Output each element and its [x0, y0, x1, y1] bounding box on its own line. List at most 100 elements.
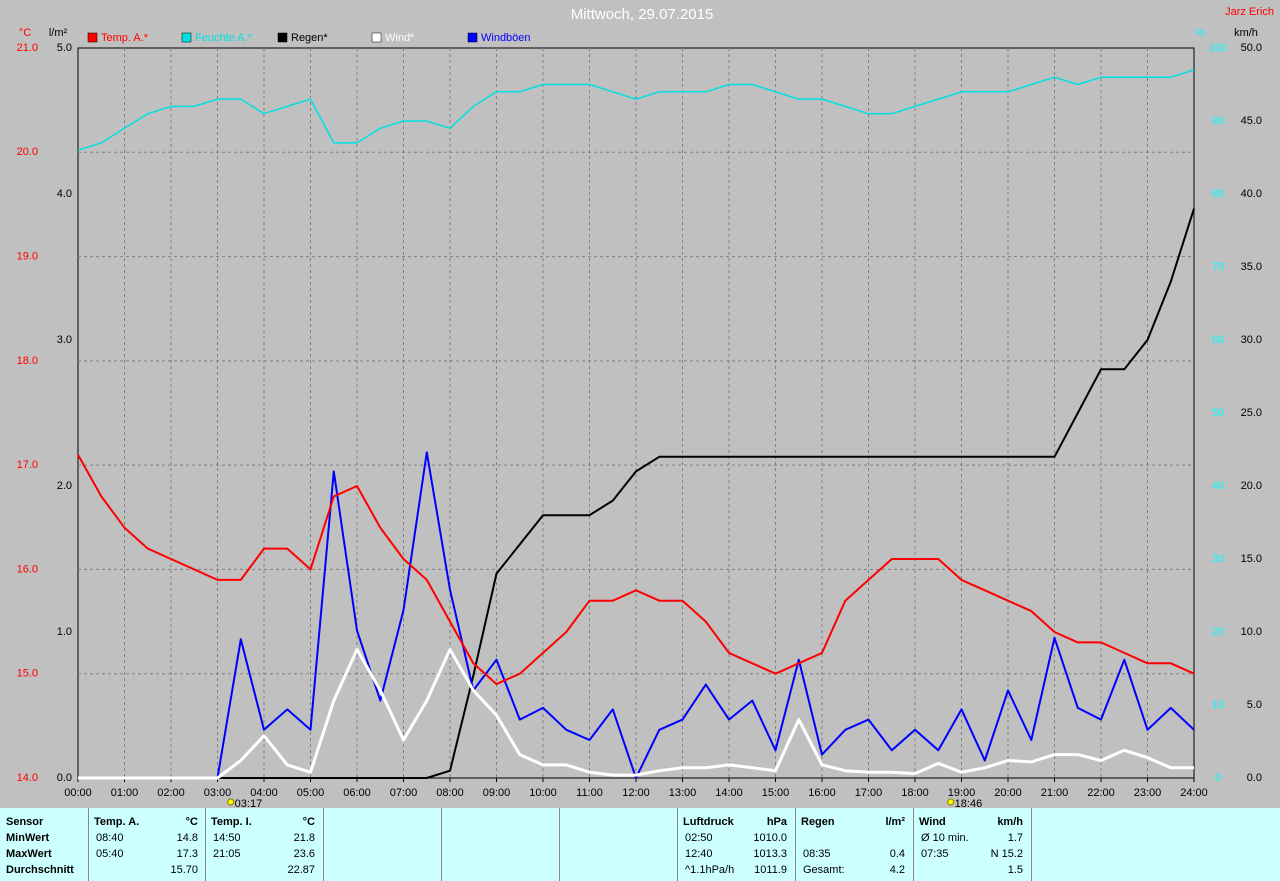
x-tick-label: 12:00 — [622, 787, 650, 799]
stat-value: N 15.2 — [990, 848, 1023, 860]
stat-time: Gesamt: — [803, 864, 845, 876]
y-tick-label: 90 — [1212, 115, 1224, 127]
column-unit: °C — [302, 816, 315, 828]
legend-label: Feuchte A.* — [195, 32, 253, 44]
sun-marker — [227, 798, 235, 806]
stat-value: 17.3 — [176, 848, 198, 860]
stat-value: 23.6 — [293, 848, 315, 860]
stat-value: 15.70 — [170, 864, 198, 876]
sun-marker — [947, 798, 955, 806]
y-tick-label: 5.0 — [57, 42, 72, 54]
series-line — [77, 69, 1195, 151]
y-tick-label: 20 — [1212, 626, 1224, 638]
x-tick-label: 05:00 — [297, 787, 325, 799]
column-divider — [0, 808, 560, 881]
y-tick-label: 14.0 — [17, 772, 38, 784]
x-tick-label: 14:00 — [715, 787, 743, 799]
column-divider — [0, 808, 678, 881]
sun-marker-label: 18:46 — [955, 798, 983, 808]
y-tick-label: 3.0 — [57, 334, 72, 346]
x-tick-label: 03:00 — [204, 787, 232, 799]
x-tick-label: 08:00 — [436, 787, 464, 799]
column-divider — [0, 808, 914, 881]
column-unit: l/m² — [885, 816, 905, 828]
y-tick-label: 20.0 — [17, 146, 38, 158]
y-tick-label: 30.0 — [1241, 334, 1262, 346]
legend-label: Wind* — [385, 32, 415, 44]
y-tick-label: 25.0 — [1241, 407, 1262, 419]
stat-time: 07:35 — [921, 848, 949, 860]
x-tick-label: 06:00 — [343, 787, 371, 799]
column-header: Temp. A. — [94, 816, 140, 828]
x-tick-label: 24:00 — [1180, 787, 1208, 799]
y-tick-label: 100 — [1209, 42, 1227, 54]
table-header: Sensor — [6, 816, 44, 828]
series-line — [78, 208, 1195, 779]
column-divider — [0, 808, 324, 881]
y-tick-label: 19.0 — [17, 250, 38, 262]
row-label: MinWert — [6, 832, 50, 844]
x-tick-label: 17:00 — [855, 787, 883, 799]
stat-time: ^1.1hPa/h — [685, 864, 735, 876]
x-tick-label: 00:00 — [64, 787, 92, 799]
legend-swatch — [277, 32, 288, 43]
y-tick-label: 1.0 — [57, 626, 72, 638]
column-divider — [0, 808, 442, 881]
stat-value: 1013.3 — [753, 848, 787, 860]
x-tick-label: 18:00 — [901, 787, 929, 799]
y-tick-label: 0 — [1215, 772, 1221, 784]
column-header: Temp. I. — [211, 816, 252, 828]
y-tick-label: 30 — [1212, 553, 1224, 565]
x-tick-label: 21:00 — [1041, 787, 1069, 799]
stat-value: 14.8 — [176, 832, 198, 844]
y-tick-label: 20.0 — [1241, 480, 1262, 492]
axis-unit: °C — [19, 27, 31, 39]
y-tick-label: 15.0 — [1241, 553, 1262, 565]
x-tick-label: 09:00 — [483, 787, 511, 799]
column-unit: hPa — [766, 816, 787, 828]
column-divider — [0, 808, 1032, 881]
x-tick-label: 07:00 — [390, 787, 418, 799]
axis-unit: km/h — [1234, 27, 1258, 39]
stat-value: 22.87 — [287, 864, 315, 876]
y-tick-label: 40 — [1212, 480, 1224, 492]
stat-value: 1.7 — [1007, 832, 1023, 844]
y-tick-label: 18.0 — [17, 355, 38, 367]
author: Jarz Erich — [1225, 6, 1274, 18]
series-line — [78, 648, 1194, 780]
stat-time: 08:35 — [803, 848, 831, 860]
row-label: MaxWert — [6, 848, 52, 860]
stat-value: 1010.0 — [753, 832, 787, 844]
legend-label: Windböen — [481, 32, 531, 44]
chart: Mittwoch, 29.07.2015 Jarz Erich 00:00 01:… — [17, 6, 1274, 808]
axis-unit: l/m² — [49, 27, 68, 39]
y-tick-label: 45.0 — [1241, 115, 1262, 127]
stat-time: 12:40 — [685, 848, 713, 860]
stat-value: 21.8 — [293, 832, 315, 844]
y-tick-label: 50 — [1212, 407, 1224, 419]
y-tick-label: 70 — [1212, 261, 1224, 273]
y-tick-label: 80 — [1212, 188, 1224, 200]
x-tick-label: 11:00 — [576, 787, 603, 799]
legend-swatch — [467, 32, 478, 43]
column-unit: km/h — [997, 816, 1023, 828]
x-tick-label: 10:00 — [529, 787, 557, 799]
sun-marker-label: 03:17 — [235, 798, 263, 808]
stat-time: 08:40 — [96, 832, 124, 844]
y-tick-label: 16.0 — [17, 563, 38, 575]
column-divider — [0, 808, 206, 881]
x-tick-label: 01:00 — [111, 787, 139, 799]
y-tick-label: 4.0 — [57, 188, 72, 200]
legend-swatch — [371, 32, 382, 43]
y-tick-label: 35.0 — [1241, 261, 1262, 273]
stat-value: 4.2 — [889, 864, 905, 876]
x-tick-label: 23:00 — [1134, 787, 1162, 799]
x-tick-label: 15:00 — [762, 787, 790, 799]
row-label: Durchschnitt — [6, 864, 74, 876]
column-header: Wind — [919, 816, 946, 828]
column-divider — [0, 808, 89, 881]
y-tick-label: 21.0 — [17, 42, 38, 54]
legend-swatch — [87, 32, 98, 43]
series-line — [78, 451, 1195, 779]
x-tick-label: 02:00 — [157, 787, 185, 799]
